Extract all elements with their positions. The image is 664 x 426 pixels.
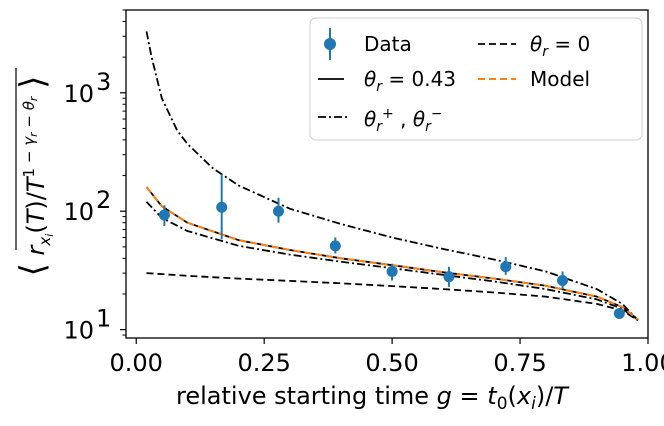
data-point bbox=[273, 205, 285, 217]
legend-label-data: Data bbox=[364, 32, 412, 56]
data-point bbox=[500, 261, 512, 273]
x-tick-label: 1.00 bbox=[621, 349, 664, 377]
y-tick-label: 10 bbox=[63, 198, 94, 226]
data-point bbox=[386, 265, 398, 277]
series-line-2 bbox=[145, 31, 639, 321]
y-tick-exponent: 1 bbox=[96, 305, 111, 333]
legend-entry-data: Data bbox=[324, 28, 412, 60]
legend-data-marker bbox=[324, 38, 336, 50]
data-point bbox=[216, 201, 228, 213]
legend-entry-theta-043: θr = 0.43 bbox=[318, 67, 456, 95]
x-axis-label: relative starting time g = t0(xi)/T bbox=[176, 382, 570, 414]
legend: Data θr = 0 θr = 0.43 Model θr+ , θr− bbox=[309, 17, 643, 141]
legend-entry-model: Model bbox=[478, 67, 590, 91]
y-tick-label: 10 bbox=[63, 317, 94, 345]
legend-entry-theta-plus-minus: θr+ , θr− bbox=[318, 106, 443, 135]
y-tick-exponent: 2 bbox=[96, 186, 111, 214]
legend-label-theta-pm: θr+ , θr− bbox=[364, 106, 443, 135]
data-point bbox=[443, 271, 455, 283]
axes-frame bbox=[125, 9, 649, 339]
x-tick-label: 0.25 bbox=[237, 349, 290, 377]
legend-label-theta-043: θr = 0.43 bbox=[364, 67, 456, 95]
series-line-3 bbox=[145, 201, 639, 322]
data-points-layer bbox=[158, 174, 625, 319]
y-axis-label: ⟨ rxi(T)/T1 − γr − θr ⟩ bbox=[13, 68, 56, 276]
svg-text:⟨ rxi(T)/T1 − γr − θr ⟩: ⟨ rxi(T)/T1 − γr − θr ⟩ bbox=[13, 76, 56, 277]
x-tick-label: 0.50 bbox=[365, 349, 418, 377]
y-tick-exponent: 3 bbox=[96, 68, 111, 96]
x-tick-label: 0.00 bbox=[110, 349, 163, 377]
data-point bbox=[329, 240, 341, 252]
legend-entry-theta-zero: θr = 0 bbox=[478, 32, 590, 60]
data-point bbox=[158, 209, 170, 221]
legend-label-theta-zero: θr = 0 bbox=[530, 32, 590, 60]
data-point bbox=[613, 307, 625, 319]
tick-layer: 0.000.250.500.751.00101102103 bbox=[63, 9, 664, 377]
x-tick-label: 0.75 bbox=[493, 349, 546, 377]
y-tick-label: 10 bbox=[63, 80, 94, 108]
data-point bbox=[557, 274, 569, 286]
series-line-1 bbox=[146, 272, 639, 322]
legend-frame bbox=[309, 17, 643, 141]
legend-label-model: Model bbox=[530, 67, 590, 91]
